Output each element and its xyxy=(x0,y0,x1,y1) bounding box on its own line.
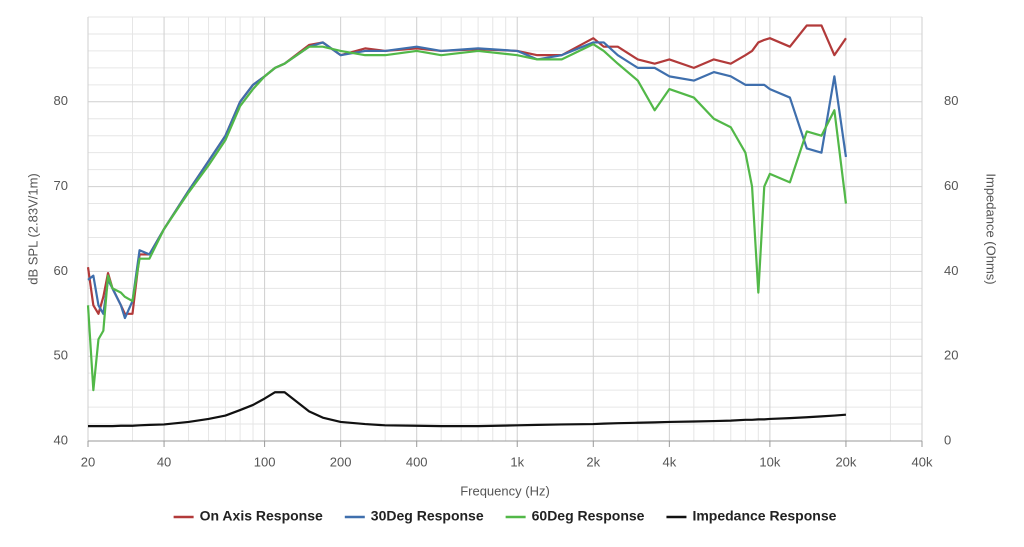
legend: On Axis Response 30Deg Response 60Deg Resp… xyxy=(173,508,837,524)
y-tick-label: 70 xyxy=(54,178,68,193)
y2-tick-label: 80 xyxy=(944,93,958,108)
y2-tick-label: 60 xyxy=(944,178,958,193)
series-line xyxy=(86,43,848,392)
x-tick-label: 400 xyxy=(406,454,428,469)
x-tick-label: 20k xyxy=(835,454,856,469)
x-axis-label: Frequency (Hz) xyxy=(460,483,550,498)
series-line xyxy=(87,41,848,320)
y-tick-label: 40 xyxy=(54,432,68,447)
y-tick-label: 60 xyxy=(54,263,68,278)
x-tick-label: 200 xyxy=(330,454,352,469)
legend-label: 30Deg Response xyxy=(371,508,484,524)
y2-tick-label: 20 xyxy=(944,348,958,363)
y2-axis-label: Impedance (Ohms) xyxy=(984,173,999,284)
series-line xyxy=(88,391,847,428)
x-tick-label: 4k xyxy=(662,454,676,469)
y-tick-label: 50 xyxy=(54,348,68,363)
x-tick-label: 40k xyxy=(912,454,933,469)
legend-label: Impedance Response xyxy=(692,508,836,524)
y-axis-label: dB SPL (2.83V/1m) xyxy=(25,173,40,285)
y-tick-label: 80 xyxy=(54,93,68,108)
x-tick-label: 40 xyxy=(157,454,171,469)
legend-label: 60Deg Response xyxy=(532,508,645,524)
x-tick-label: 1k xyxy=(510,454,524,469)
x-tick-label: 20 xyxy=(81,454,95,469)
y2-tick-label: 0 xyxy=(944,432,951,447)
x-tick-label: 10k xyxy=(759,454,780,469)
legend-label: On Axis Response xyxy=(200,508,323,524)
x-tick-label: 100 xyxy=(254,454,276,469)
y2-tick-label: 40 xyxy=(944,263,958,278)
x-tick-label: 2k xyxy=(586,454,600,469)
